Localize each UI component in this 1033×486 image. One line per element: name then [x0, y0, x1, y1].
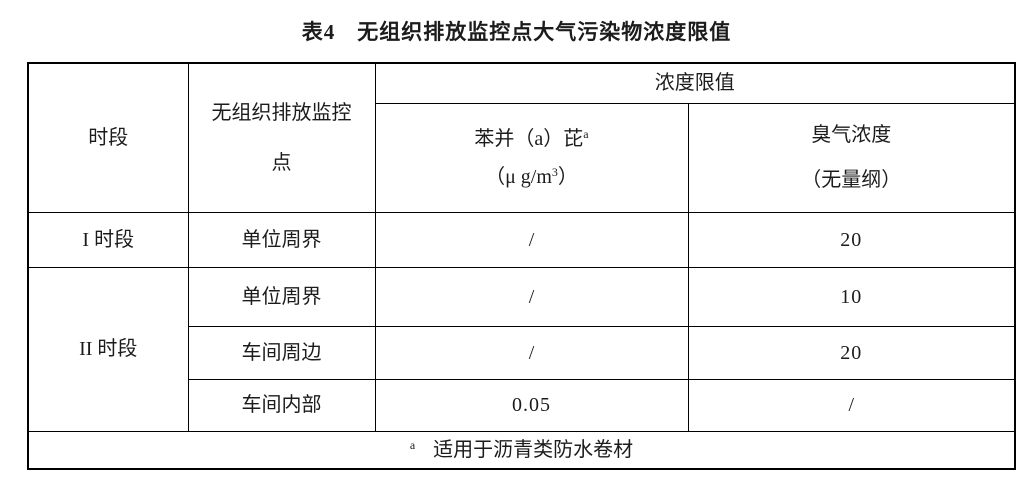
table-row: II 时段 单位周界 / 10	[27, 266, 1016, 432]
header-monitoring-point-line2: 点	[271, 151, 292, 174]
cell-bap-1: /	[374, 211, 689, 268]
unit-suffix: ）	[557, 165, 578, 188]
header-odor-concentration: 臭气浓度 （无量纲）	[687, 102, 1016, 213]
table-row: 车间内部 0.05 /	[28, 378, 1016, 432]
cell-bap-2: /	[374, 266, 689, 327]
footnote-cell: a 适用于沥青类防水卷材	[27, 430, 1016, 470]
emission-limits-table: 时段 无组织排放监控 点 浓度限值 苯并（a）芘a （μ g/m3） 臭气浓度 …	[27, 62, 1016, 470]
header-benzo-a-pyrene: 苯并（a）芘a （μ g/m3）	[374, 102, 689, 213]
cell-bap-4: 0.05	[374, 378, 689, 432]
cell-period-1: I 时段	[27, 211, 189, 268]
cell-odor-3: 20	[687, 325, 1016, 380]
header-concentration-limits: 浓度限值	[374, 62, 1016, 104]
header-odor-unit: （无量纲）	[801, 169, 902, 191]
unit-prefix: （μ g/m	[485, 165, 552, 188]
header-monitoring-point-line1: 无组织排放监控	[211, 101, 352, 124]
header-odor-name: 臭气浓度	[811, 124, 892, 146]
benzo-a-pyrene-label: 苯并（a）芘	[474, 127, 584, 150]
cell-point-1: 单位周界	[187, 211, 376, 268]
cell-odor-4: /	[687, 378, 1016, 432]
cell-period-2: II 时段	[27, 266, 189, 432]
table-row: I 时段 单位周界 / 20	[27, 211, 1016, 268]
header-row-sub: 苯并（a）芘a （μ g/m3） 臭气浓度 （无量纲）	[28, 102, 1016, 213]
unit-exponent: 3	[551, 164, 558, 179]
footnote-text: 适用于沥青类防水卷材	[433, 438, 634, 461]
header-monitoring-point: 无组织排放监控 点	[187, 62, 376, 213]
cell-point-2: 单位周界	[187, 266, 376, 327]
cell-odor-1: 20	[687, 211, 1016, 268]
header-row-top: 时段 无组织排放监控 点 浓度限值	[27, 62, 1016, 213]
footnote-marker-a: a	[583, 126, 589, 141]
header-period: 时段	[27, 62, 189, 213]
table-caption: 表4 无组织排放监控点大气污染物浓度限值	[301, 20, 732, 44]
cell-odor-2: 10	[687, 266, 1016, 327]
footnote-row: a 适用于沥青类防水卷材	[27, 430, 1016, 470]
header-benzo-a-pyrene-name: 苯并（a）芘a	[376, 126, 687, 150]
header-benzo-a-pyrene-unit: （μ g/m3）	[376, 164, 687, 188]
cell-point-3: 车间周边	[187, 325, 376, 380]
cell-bap-3: /	[374, 325, 689, 380]
cell-point-4: 车间内部	[187, 378, 376, 432]
footnote-marker-a: a	[409, 437, 416, 452]
